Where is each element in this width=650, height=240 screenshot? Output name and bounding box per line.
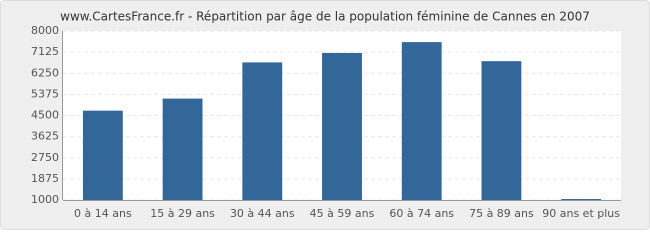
bar [481, 61, 522, 200]
x-tick-label: 45 à 59 ans [310, 207, 375, 220]
x-tick-label: 60 à 74 ans [389, 207, 454, 220]
bar [162, 98, 203, 200]
chart-title: www.CartesFrance.fr - Répartition par âg… [60, 10, 590, 24]
bar [401, 42, 442, 200]
bar [242, 62, 283, 201]
x-tick-label: 30 à 44 ans [230, 207, 295, 220]
y-tick-label: 2750 [31, 151, 59, 164]
y-tick-label: 1875 [31, 172, 59, 185]
y-tick-label: 5375 [31, 87, 59, 100]
x-tick-label: 0 à 14 ans [74, 207, 132, 220]
y-tick-label: 4500 [31, 109, 59, 122]
bar [561, 199, 602, 200]
chart: www.CartesFrance.fr - Répartition par âg… [0, 0, 650, 230]
y-tick-label: 7125 [31, 45, 59, 58]
bar [82, 110, 123, 200]
x-tick-label: 75 à 89 ans [469, 207, 534, 220]
y-tick-label: 1000 [31, 193, 59, 206]
y-tick-label: 8000 [31, 24, 59, 37]
x-tick-label: 90 ans et plus [542, 207, 620, 220]
bar [322, 52, 362, 200]
x-tick-label: 15 à 29 ans [150, 207, 215, 220]
y-tick-label: 3625 [31, 130, 59, 143]
y-tick-label: 6250 [31, 66, 59, 79]
